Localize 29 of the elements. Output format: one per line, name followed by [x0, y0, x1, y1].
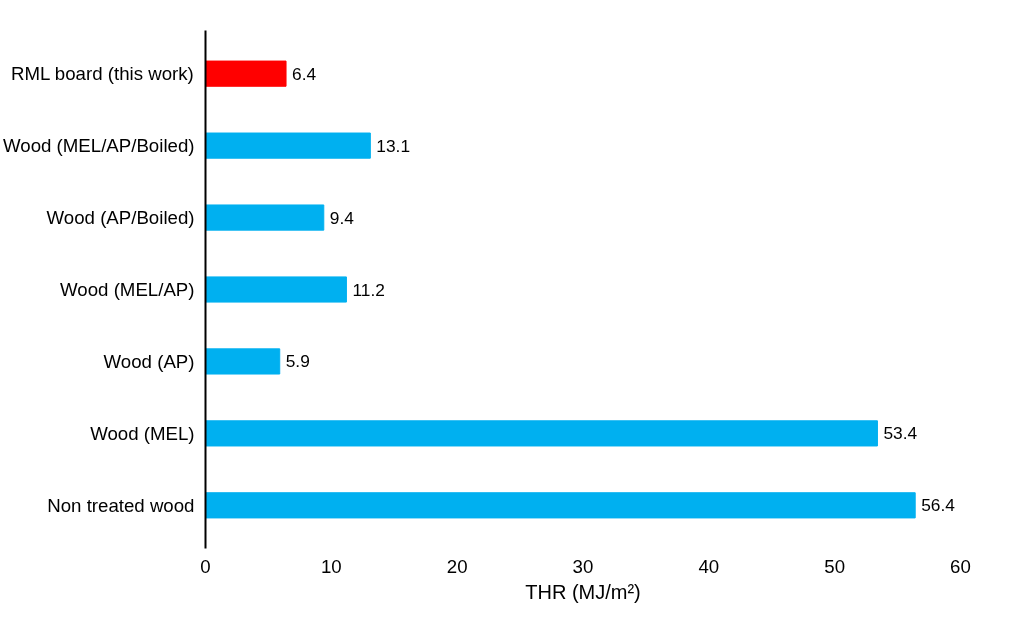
- bar: [205, 204, 325, 231]
- y-tick-label: Wood (MEL): [90, 422, 195, 444]
- data-label: 6.4: [292, 63, 317, 84]
- y-tick-label: Non treated wood: [47, 494, 195, 516]
- y-tick-label: Wood (MEL/AP): [60, 279, 195, 300]
- data-label: 53.4: [883, 423, 918, 444]
- bar: [205, 60, 287, 87]
- x-tick-label: 0: [200, 555, 211, 577]
- x-axis-title: THR (MJ/m²): [525, 580, 641, 603]
- data-label: 56.4: [921, 495, 956, 516]
- x-tick-label: 40: [698, 555, 720, 577]
- x-tick-label: 10: [320, 555, 342, 577]
- bar: [205, 348, 281, 375]
- x-tick-label: 30: [572, 555, 594, 577]
- x-tick-label: 20: [446, 555, 468, 577]
- bar: [205, 132, 371, 159]
- data-label: 13.1: [376, 135, 411, 156]
- data-label: 5.9: [285, 351, 310, 372]
- y-tick-label: Wood (AP): [103, 350, 195, 372]
- y-tick-label: Wood (MEL/AP/Boiled): [3, 135, 195, 157]
- bar: [205, 420, 878, 447]
- y-tick-label: RML board (this work): [11, 63, 194, 85]
- data-label: 11.2: [352, 279, 385, 300]
- x-tick-label: 60: [950, 555, 971, 577]
- bar: [205, 276, 347, 303]
- data-label: 9.4: [329, 207, 355, 228]
- y-tick-label: Wood (AP/Boiled): [46, 207, 195, 229]
- bar: [205, 492, 916, 519]
- x-tick-label: 50: [824, 555, 846, 577]
